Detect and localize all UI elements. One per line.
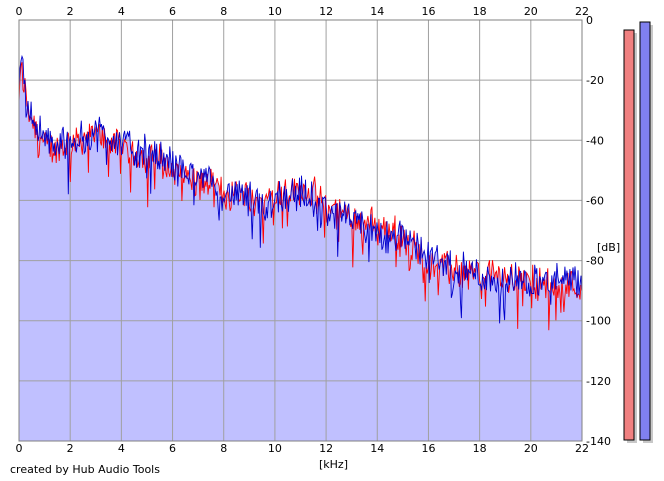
x-tick-label-top: 14 (370, 5, 384, 18)
x-tick-label-bottom: 6 (169, 442, 176, 455)
series-line-1 (18, 54, 583, 324)
x-tick-label-top: 12 (319, 5, 333, 18)
x-axis-label: [kHz] (319, 458, 348, 471)
series-line-0 (18, 62, 583, 331)
x-tick-label-bottom: 0 (16, 442, 23, 455)
y-tick-label: -100 (586, 315, 611, 328)
y-tick-label: -140 (586, 435, 611, 448)
x-tick-label-bottom: 4 (118, 442, 125, 455)
x-tick-label-top: 0 (16, 5, 23, 18)
x-tick-label-bottom: 8 (220, 442, 227, 455)
x-tick-label-top: 18 (473, 5, 487, 18)
x-tick-label-bottom: 10 (268, 442, 282, 455)
x-tick-label-bottom: 2 (67, 442, 74, 455)
level-meter-bar (623, 29, 635, 441)
area-fill (19, 56, 582, 442)
x-ticks-bottom: 0 2 4 6 8 10 12 14 16 18 20 22 (16, 442, 590, 455)
level-meter-bar (639, 21, 651, 441)
x-tick-label-bottom: 22 (575, 442, 589, 455)
y-ticks: 0 -20 -40 -60 -80 -100 -120 -140 (586, 14, 611, 448)
x-tick-label-top: 2 (67, 5, 74, 18)
y-tick-label: -20 (586, 74, 604, 87)
x-tick-label-top: 16 (421, 5, 435, 18)
y-tick-label: -80 (586, 255, 604, 268)
x-ticks-top: 0 2 4 6 8 10 12 14 16 18 20 22 (16, 5, 590, 18)
x-tick-label-top: 8 (220, 5, 227, 18)
y-tick-label: -40 (586, 134, 604, 147)
y-tick-label: -120 (586, 375, 611, 388)
x-tick-label-bottom: 20 (524, 442, 538, 455)
x-tick-label-top: 6 (169, 5, 176, 18)
spectrum-fill (19, 56, 582, 442)
plot-border (18, 19, 583, 442)
x-tick-label-top: 20 (524, 5, 538, 18)
y-tick-label: -60 (586, 194, 604, 207)
x-tick-label-top: 4 (118, 5, 125, 18)
x-tick-label-bottom: 18 (473, 442, 487, 455)
y-axis-label: [dB] (597, 241, 621, 254)
x-tick-label-top: 10 (268, 5, 282, 18)
x-tick-label-bottom: 12 (319, 442, 333, 455)
y-tick-label: 0 (586, 14, 593, 27)
footer-credit: created by Hub Audio Tools (10, 463, 160, 476)
level-meters (623, 21, 653, 443)
series-layer (18, 54, 583, 331)
x-tick-label-top: 22 (575, 5, 589, 18)
x-tick-label-bottom: 14 (370, 442, 384, 455)
x-tick-label-bottom: 16 (421, 442, 435, 455)
plot-frame (18, 19, 583, 442)
